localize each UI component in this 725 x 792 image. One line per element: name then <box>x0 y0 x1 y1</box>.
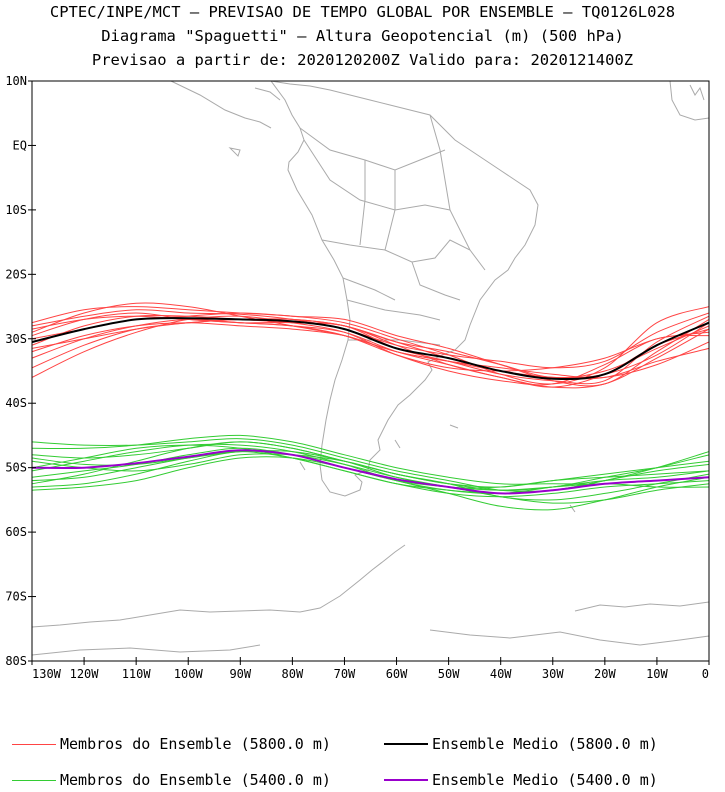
member-5800-line-8 <box>32 312 709 387</box>
member-5400-line-11 <box>32 450 709 489</box>
y-tick-label: 60S <box>5 525 27 539</box>
member-5400-line-12 <box>32 441 709 501</box>
legend-label-mean-5400: Ensemble Medio (5400.0 m) <box>432 771 658 789</box>
legend-label-members-5400: Membros do Ensemble (5400.0 m) <box>60 771 331 789</box>
x-tick-label: 130W <box>32 667 62 681</box>
x-tick-label: 10W <box>646 667 668 681</box>
x-tick-label: 20W <box>594 667 616 681</box>
x-tick-label: 110W <box>122 667 152 681</box>
legend-item-mean-5800: Ensemble Medio (5800.0 m) <box>384 734 658 754</box>
south-america-coast <box>270 81 539 497</box>
title-line-2: Diagrama "Spaguetti" – Altura Geopotenci… <box>101 27 624 45</box>
mean-5800-line <box>32 317 709 381</box>
antarctic-peninsula <box>32 544 709 656</box>
x-tick-label: 100W <box>174 667 204 681</box>
y-tick-label: 30S <box>5 332 27 346</box>
y-tick-label: 80S <box>5 654 27 668</box>
x-tick-label: 70W <box>334 667 356 681</box>
x-tick-label: 60W <box>386 667 408 681</box>
y-tick-label: 40S <box>5 396 27 410</box>
legend-label-mean-5800: Ensemble Medio (5800.0 m) <box>432 735 658 753</box>
legend-swatch-mean-5400 <box>384 779 428 781</box>
interior-borders <box>299 114 486 346</box>
map-outline <box>32 81 709 656</box>
member-5800-line-12 <box>32 302 709 380</box>
title-line-1: CPTEC/INPE/MCT – PREVISAO DE TEMPO GLOBA… <box>49 3 676 21</box>
legend-item-mean-5400: Ensemble Medio (5400.0 m) <box>384 770 658 790</box>
member-5800-line-5 <box>32 318 709 379</box>
member-5800-line-1 <box>32 309 709 369</box>
y-tick-label: 50S <box>5 461 27 475</box>
legend-item-members-5400: Membros do Ensemble (5400.0 m) <box>12 770 331 790</box>
member-5800-line-4 <box>32 312 709 372</box>
series-group <box>32 302 709 511</box>
title-line-3: Previsao a partir de: 2020120200Z Valido… <box>91 51 634 69</box>
axes-group: 10N EQ 10S 20S 30S 40S 50S 60S 70S 80S 130W 120W 110… <box>5 74 710 681</box>
x-tick-label: 0 <box>702 667 709 681</box>
legend-swatch-members-5400 <box>12 779 56 781</box>
legend-item-members-5800: Membros do Ensemble (5800.0 m) <box>12 734 331 754</box>
member-5800-line-11 <box>32 318 709 379</box>
x-tick-label: 90W <box>229 667 251 681</box>
x-tick-label: 40W <box>490 667 512 681</box>
africa-coast <box>669 81 709 121</box>
member-5400-line-7 <box>32 447 709 511</box>
legend-label-members-5800: Membros do Ensemble (5800.0 m) <box>60 735 331 753</box>
x-tick-label: 30W <box>542 667 564 681</box>
x-tick-label: 50W <box>438 667 460 681</box>
plot-frame <box>31 80 710 662</box>
member-5800-line-6 <box>32 306 709 385</box>
y-tick-label: 10S <box>5 203 27 217</box>
y-tick-label: 70S <box>5 590 27 604</box>
mean-5400-line <box>32 449 709 495</box>
chart-titles: CPTEC/INPE/MCT – PREVISAO DE TEMPO GLOBA… <box>0 0 725 72</box>
legend-swatch-members-5800 <box>12 743 56 745</box>
spaghetti-chart: 10N EQ 10S 20S 30S 40S 50S 60S 70S 80S 130W 120W 110… <box>5 74 710 681</box>
member-5400-line-10 <box>32 444 709 494</box>
legend-swatch-mean-5800 <box>384 743 428 745</box>
member-5800-line-7 <box>32 322 709 379</box>
y-tick-label: 20S <box>5 267 27 281</box>
x-tick-label: 120W <box>70 667 100 681</box>
y-tick-label: 10N <box>5 74 27 88</box>
islands <box>299 424 576 513</box>
y-tick-label: EQ <box>13 138 27 152</box>
x-tick-label: 80W <box>282 667 304 681</box>
central-america <box>170 81 281 157</box>
